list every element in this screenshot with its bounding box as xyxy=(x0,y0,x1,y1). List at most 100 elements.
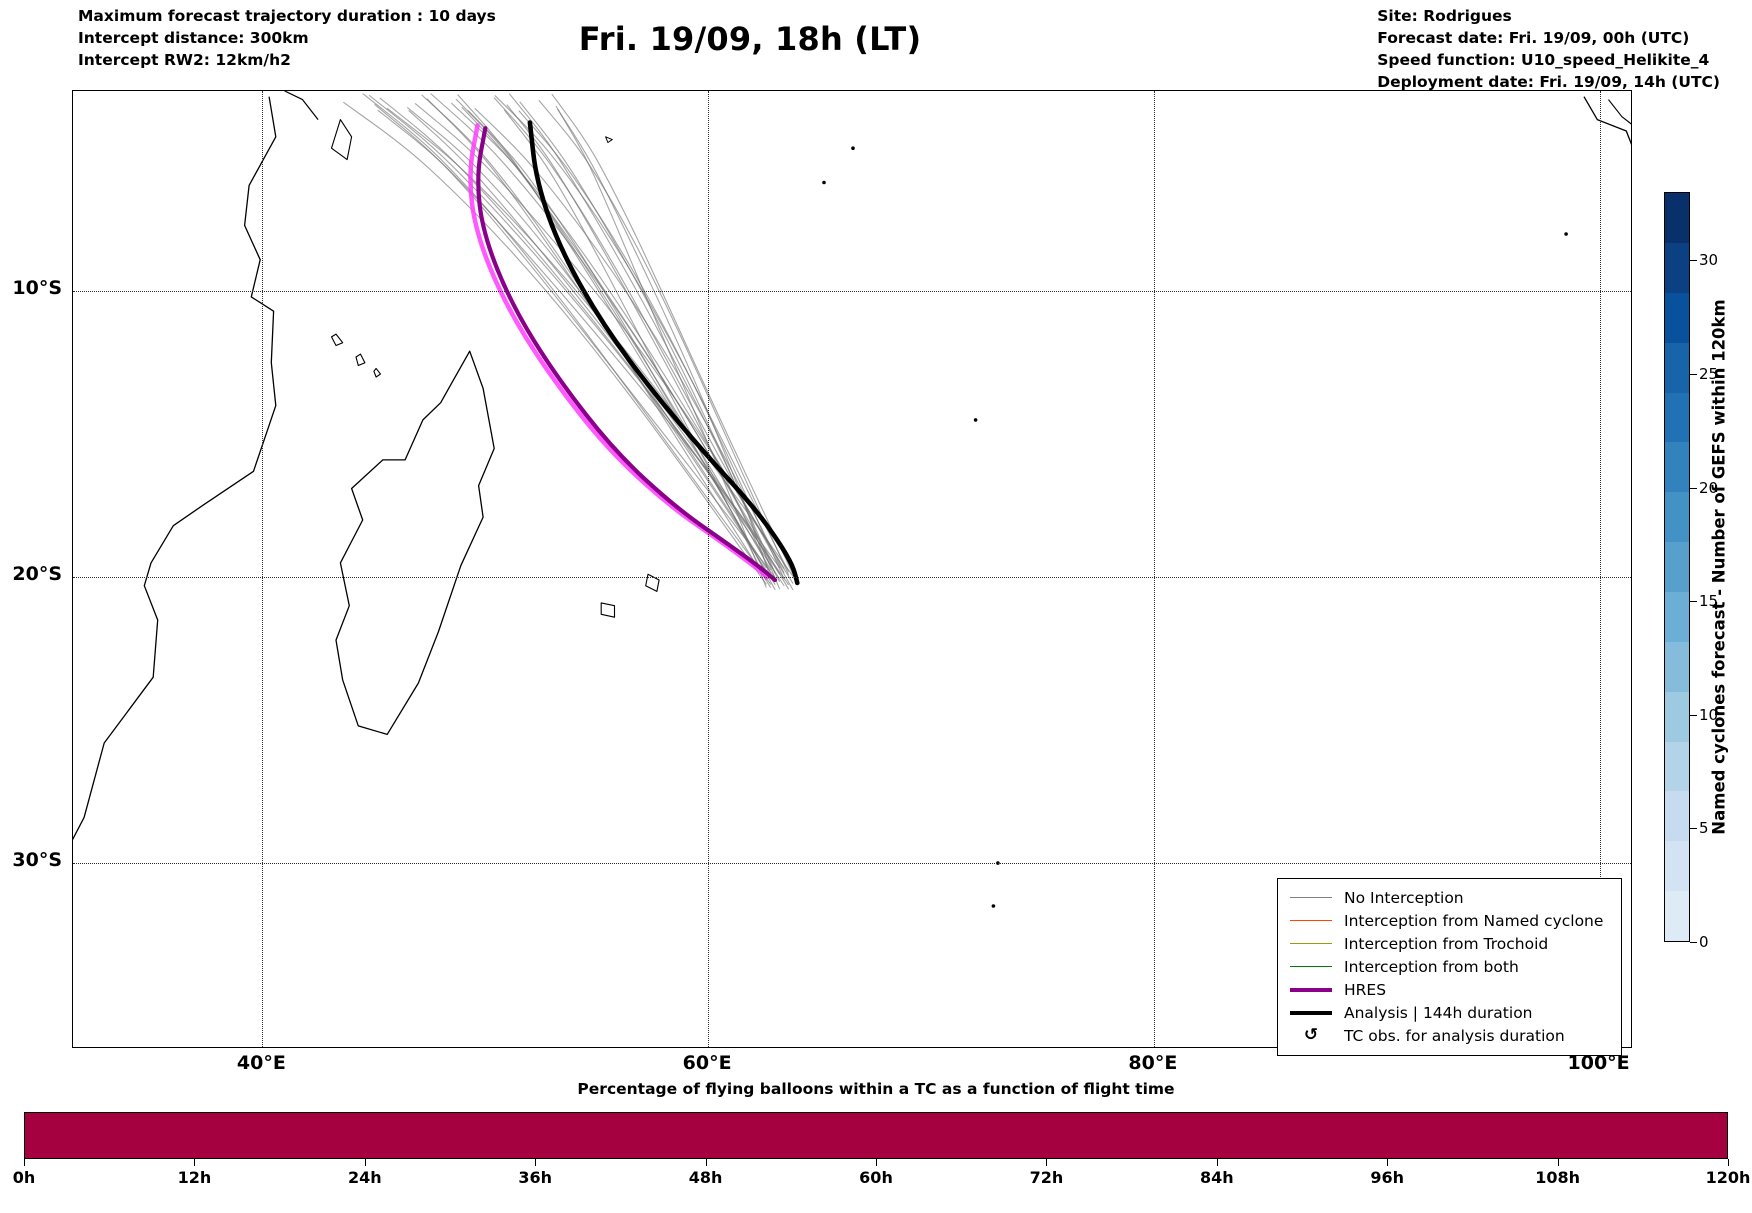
coastline xyxy=(1583,96,1631,145)
trajectory-line xyxy=(407,107,767,569)
trajectory-line xyxy=(368,95,789,586)
legend-line-swatch xyxy=(1288,920,1334,921)
colorbar-segment-6 xyxy=(1665,591,1689,642)
time-tick-label: 84h xyxy=(1199,1168,1234,1187)
trajectory-line xyxy=(461,106,781,583)
time-tick-label: 48h xyxy=(688,1168,723,1187)
legend-item-label: No Interception xyxy=(1344,888,1464,907)
legend-line-icon xyxy=(1290,897,1332,898)
trajectory-line xyxy=(509,93,776,574)
coastline xyxy=(605,136,613,143)
gridline-lat--10 xyxy=(73,291,1631,293)
time-tick-label: 24h xyxy=(347,1168,382,1187)
legend-item-3[interactable]: Interception from both xyxy=(1288,955,1611,978)
header-left-line-3: Intercept RW2: 12km/h2 xyxy=(78,51,291,69)
trajectory-line xyxy=(527,120,800,586)
colorbar[interactable] xyxy=(1664,192,1690,942)
colorbar-tick-0: 0 xyxy=(1690,933,1750,951)
legend-item-label: TC obs. for analysis duration xyxy=(1344,1026,1565,1045)
coastline xyxy=(373,367,382,378)
lon-tick-label: 80°E xyxy=(1128,1052,1178,1074)
colorbar-segment-2 xyxy=(1665,791,1689,842)
colorbar-segment-10 xyxy=(1665,392,1689,443)
percentage-bar-axes xyxy=(24,1112,1728,1159)
colorbar-label-text: Named cyclones forecast - Number of GEFS… xyxy=(1709,299,1729,835)
lat-tick-label: 10°S xyxy=(12,277,62,300)
header-right-block: Site: Rodrigues Forecast date: Fri. 19/0… xyxy=(1377,5,1720,93)
time-tick-label: 120h xyxy=(1705,1168,1751,1187)
map-legend[interactable]: No Interception Interception from Named c… xyxy=(1277,878,1622,1056)
legend-line-icon xyxy=(1290,920,1332,921)
legend-item-5[interactable]: Analysis | 144h duration xyxy=(1288,1001,1611,1024)
time-tick-label: 0h xyxy=(12,1168,36,1187)
legend-line-swatch xyxy=(1288,966,1334,967)
legend-line-icon xyxy=(1290,943,1332,944)
trajectory-line xyxy=(362,93,772,585)
colorbar-segment-5 xyxy=(1665,641,1689,692)
cyclone-glyph: ↺ xyxy=(1303,1025,1319,1045)
header-site: Site: Rodrigues xyxy=(1377,7,1512,25)
trajectory-line xyxy=(455,98,772,571)
gridline-lon-100 xyxy=(1599,91,1601,1047)
time-tick xyxy=(876,1159,877,1166)
coastline xyxy=(1608,99,1631,125)
colorbar-tick-20: 20 xyxy=(1690,479,1750,497)
time-tick xyxy=(364,1159,366,1166)
legend-line-swatch xyxy=(1288,1010,1334,1015)
legend-line-swatch xyxy=(1288,943,1334,944)
header-left-line-1: Maximum forecast trajectory duration : 1… xyxy=(78,7,496,25)
lat-tick-label: 20°S xyxy=(12,563,62,586)
colorbar-segment-1 xyxy=(1665,841,1689,892)
trajectory-line xyxy=(555,105,767,588)
time-tick-label: 108h xyxy=(1535,1168,1580,1187)
trajectory-line xyxy=(386,107,794,577)
islet-marker xyxy=(822,180,826,185)
legend-item-label: HRES xyxy=(1344,980,1387,999)
trajectory-line xyxy=(494,95,789,572)
legend-line-icon xyxy=(1290,966,1332,967)
time-tick xyxy=(535,1159,537,1166)
legend-item-4[interactable]: HRES xyxy=(1288,978,1611,1001)
coastline xyxy=(330,119,353,161)
legend-item-2[interactable]: Interception from Trochoid xyxy=(1288,932,1611,955)
colorbar-tick-15: 15 xyxy=(1690,592,1750,610)
time-tick xyxy=(1557,1159,1559,1166)
trajectory-line xyxy=(518,110,785,579)
gridline-lat--20 xyxy=(73,577,1631,579)
time-tick xyxy=(1728,1159,1729,1166)
legend-item-label: Interception from Named cyclone xyxy=(1344,911,1604,930)
legend-item-6[interactable]: ↺ TC obs. for analysis duration xyxy=(1288,1024,1611,1047)
time-tick xyxy=(1216,1159,1218,1166)
coastline xyxy=(645,573,660,592)
legend-item-0[interactable]: No Interception xyxy=(1288,886,1611,909)
lon-tick-label: 60°E xyxy=(682,1052,732,1074)
gridline-lat--30 xyxy=(73,863,1631,865)
islet-marker xyxy=(991,904,996,908)
page-title: Fri. 19/09, 18h (LT) xyxy=(578,20,922,58)
header-deployment-date: Deployment date: Fri. 19/09, 14h (UTC) xyxy=(1377,73,1720,91)
lat-tick-label: 30°S xyxy=(12,849,62,872)
tc-observation-icon: ↺ xyxy=(1288,1027,1334,1044)
lon-tick-label: 100°E xyxy=(1567,1052,1630,1074)
header-left-line-2: Intercept distance: 300km xyxy=(78,29,309,47)
header-forecast-date: Forecast date: Fri. 19/09, 00h (UTC) xyxy=(1377,29,1690,47)
colorbar-segment-12 xyxy=(1665,292,1689,343)
time-tick-label: 96h xyxy=(1370,1168,1405,1187)
legend-item-label: Interception from both xyxy=(1344,957,1519,976)
colorbar-segment-14 xyxy=(1665,193,1689,243)
trajectory-line xyxy=(557,108,772,579)
coastline xyxy=(355,353,366,367)
time-tick xyxy=(1046,1159,1048,1166)
legend-item-label: Interception from Trochoid xyxy=(1344,934,1549,953)
coastline xyxy=(330,333,344,347)
legend-line-icon xyxy=(1290,987,1332,992)
gridline-lon-60 xyxy=(708,91,710,1047)
colorbar-segment-4 xyxy=(1665,691,1689,742)
time-tick-label: 60h xyxy=(859,1168,893,1187)
time-tick-label: 12h xyxy=(177,1168,212,1187)
trajectory-line xyxy=(476,126,778,583)
legend-line-swatch xyxy=(1288,987,1334,992)
colorbar-segment-9 xyxy=(1665,442,1689,493)
legend-item-1[interactable]: Interception from Named cyclone xyxy=(1288,909,1611,932)
islet-marker xyxy=(973,418,978,422)
